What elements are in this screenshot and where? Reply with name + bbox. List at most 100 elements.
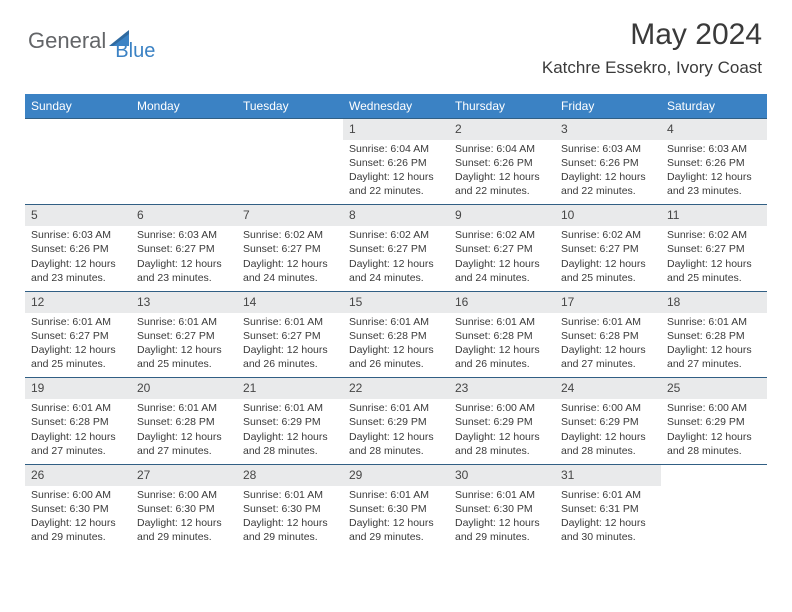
day-detail: Sunrise: 6:00 AMSunset: 6:29 PMDaylight:… [449, 399, 555, 464]
day-cell: 25Sunrise: 6:00 AMSunset: 6:29 PMDayligh… [661, 378, 767, 464]
week-row: 1Sunrise: 6:04 AMSunset: 6:26 PMDaylight… [25, 119, 767, 205]
day-number: 5 [25, 205, 131, 226]
detail-line: Daylight: 12 hours [667, 343, 761, 357]
day-cell: 16Sunrise: 6:01 AMSunset: 6:28 PMDayligh… [449, 291, 555, 377]
day-detail: Sunrise: 6:02 AMSunset: 6:27 PMDaylight:… [343, 226, 449, 291]
day-detail: Sunrise: 6:03 AMSunset: 6:26 PMDaylight:… [25, 226, 131, 291]
detail-line: Daylight: 12 hours [243, 343, 337, 357]
day-number: 31 [555, 465, 661, 486]
detail-line: Sunrise: 6:04 AM [349, 142, 443, 156]
detail-line: Sunset: 6:28 PM [455, 329, 549, 343]
location-text: Katchre Essekro, Ivory Coast [542, 58, 762, 78]
detail-line: Daylight: 12 hours [31, 516, 125, 530]
day-number: 21 [237, 378, 343, 399]
detail-line: Sunset: 6:27 PM [349, 242, 443, 256]
day-header: Wednesday [343, 94, 449, 119]
detail-line: Sunset: 6:27 PM [137, 329, 231, 343]
day-number [25, 119, 131, 137]
day-detail: Sunrise: 6:01 AMSunset: 6:28 PMDaylight:… [343, 313, 449, 378]
day-detail: Sunrise: 6:01 AMSunset: 6:28 PMDaylight:… [661, 313, 767, 378]
day-cell: 13Sunrise: 6:01 AMSunset: 6:27 PMDayligh… [131, 291, 237, 377]
day-detail: Sunrise: 6:01 AMSunset: 6:28 PMDaylight:… [131, 399, 237, 464]
day-number: 13 [131, 292, 237, 313]
detail-line: and 27 minutes. [137, 444, 231, 458]
day-cell: 28Sunrise: 6:01 AMSunset: 6:30 PMDayligh… [237, 464, 343, 550]
day-cell: 19Sunrise: 6:01 AMSunset: 6:28 PMDayligh… [25, 378, 131, 464]
day-header: Sunday [25, 94, 131, 119]
day-detail: Sunrise: 6:02 AMSunset: 6:27 PMDaylight:… [237, 226, 343, 291]
detail-line: and 25 minutes. [561, 271, 655, 285]
day-detail: Sunrise: 6:01 AMSunset: 6:29 PMDaylight:… [237, 399, 343, 464]
day-cell: 20Sunrise: 6:01 AMSunset: 6:28 PMDayligh… [131, 378, 237, 464]
detail-line: Daylight: 12 hours [561, 516, 655, 530]
day-header: Monday [131, 94, 237, 119]
detail-line: Sunset: 6:28 PM [137, 415, 231, 429]
day-number: 10 [555, 205, 661, 226]
detail-line: and 27 minutes. [561, 357, 655, 371]
detail-line: Sunset: 6:26 PM [455, 156, 549, 170]
month-title: May 2024 [542, 18, 762, 52]
week-row: 26Sunrise: 6:00 AMSunset: 6:30 PMDayligh… [25, 464, 767, 550]
day-number: 18 [661, 292, 767, 313]
detail-line: and 29 minutes. [455, 530, 549, 544]
detail-line: Sunrise: 6:02 AM [349, 228, 443, 242]
detail-line: and 26 minutes. [455, 357, 549, 371]
brand-logo: General Blue [28, 18, 155, 63]
detail-line: and 28 minutes. [349, 444, 443, 458]
day-number: 2 [449, 119, 555, 140]
day-cell: 29Sunrise: 6:01 AMSunset: 6:30 PMDayligh… [343, 464, 449, 550]
day-number: 25 [661, 378, 767, 399]
detail-line: Sunset: 6:27 PM [561, 242, 655, 256]
day-cell: 11Sunrise: 6:02 AMSunset: 6:27 PMDayligh… [661, 205, 767, 291]
day-cell [25, 119, 131, 205]
day-number: 15 [343, 292, 449, 313]
day-detail: Sunrise: 6:03 AMSunset: 6:26 PMDaylight:… [661, 140, 767, 205]
detail-line: and 29 minutes. [31, 530, 125, 544]
detail-line: and 22 minutes. [561, 184, 655, 198]
detail-line: Sunrise: 6:03 AM [31, 228, 125, 242]
day-detail: Sunrise: 6:01 AMSunset: 6:31 PMDaylight:… [555, 486, 661, 551]
detail-line: Sunrise: 6:03 AM [667, 142, 761, 156]
day-detail [661, 483, 767, 539]
day-detail: Sunrise: 6:02 AMSunset: 6:27 PMDaylight:… [449, 226, 555, 291]
day-number [237, 119, 343, 137]
detail-line: Sunrise: 6:01 AM [455, 315, 549, 329]
day-detail: Sunrise: 6:03 AMSunset: 6:27 PMDaylight:… [131, 226, 237, 291]
detail-line: Daylight: 12 hours [137, 516, 231, 530]
day-number: 22 [343, 378, 449, 399]
detail-line: Sunrise: 6:01 AM [667, 315, 761, 329]
day-detail: Sunrise: 6:00 AMSunset: 6:30 PMDaylight:… [131, 486, 237, 551]
day-detail [25, 137, 131, 193]
detail-line: Daylight: 12 hours [31, 257, 125, 271]
detail-line: Daylight: 12 hours [561, 257, 655, 271]
detail-line: Daylight: 12 hours [349, 257, 443, 271]
day-number: 16 [449, 292, 555, 313]
day-cell: 31Sunrise: 6:01 AMSunset: 6:31 PMDayligh… [555, 464, 661, 550]
day-detail: Sunrise: 6:01 AMSunset: 6:30 PMDaylight:… [449, 486, 555, 551]
day-header: Saturday [661, 94, 767, 119]
detail-line: Daylight: 12 hours [243, 430, 337, 444]
detail-line: and 27 minutes. [667, 357, 761, 371]
day-cell: 22Sunrise: 6:01 AMSunset: 6:29 PMDayligh… [343, 378, 449, 464]
day-number: 12 [25, 292, 131, 313]
day-detail: Sunrise: 6:01 AMSunset: 6:29 PMDaylight:… [343, 399, 449, 464]
detail-line: and 29 minutes. [243, 530, 337, 544]
day-cell [131, 119, 237, 205]
detail-line: Daylight: 12 hours [561, 343, 655, 357]
day-cell: 21Sunrise: 6:01 AMSunset: 6:29 PMDayligh… [237, 378, 343, 464]
day-cell: 8Sunrise: 6:02 AMSunset: 6:27 PMDaylight… [343, 205, 449, 291]
detail-line: and 29 minutes. [137, 530, 231, 544]
week-row: 5Sunrise: 6:03 AMSunset: 6:26 PMDaylight… [25, 205, 767, 291]
detail-line: and 24 minutes. [349, 271, 443, 285]
day-detail: Sunrise: 6:00 AMSunset: 6:29 PMDaylight:… [661, 399, 767, 464]
detail-line: Daylight: 12 hours [561, 430, 655, 444]
detail-line: Sunset: 6:28 PM [667, 329, 761, 343]
detail-line: Sunset: 6:26 PM [31, 242, 125, 256]
detail-line: and 28 minutes. [455, 444, 549, 458]
detail-line: Daylight: 12 hours [31, 430, 125, 444]
detail-line: Sunrise: 6:03 AM [137, 228, 231, 242]
day-detail: Sunrise: 6:04 AMSunset: 6:26 PMDaylight:… [449, 140, 555, 205]
detail-line: Sunrise: 6:00 AM [31, 488, 125, 502]
detail-line: Daylight: 12 hours [561, 170, 655, 184]
detail-line: Daylight: 12 hours [349, 170, 443, 184]
